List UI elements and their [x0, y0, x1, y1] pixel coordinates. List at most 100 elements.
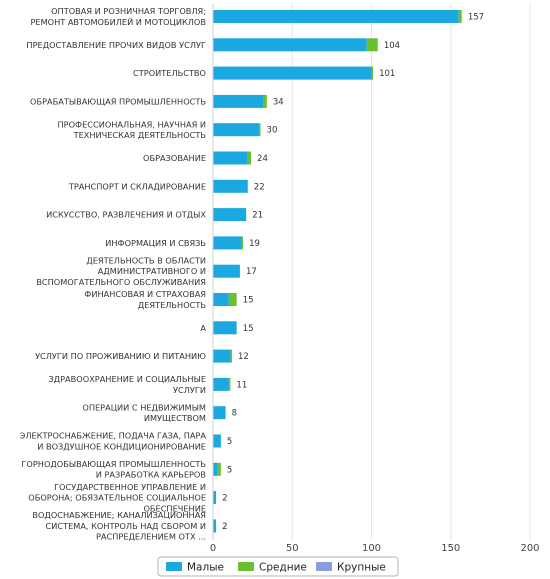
legend-swatch-Малые[interactable] — [166, 562, 182, 571]
category-label: ТЕХНИЧЕСКАЯ ДЕЯТЕЛЬНОСТЬ — [73, 130, 207, 140]
category-label: ИСКУССТВО, РАЗВЛЕЧЕНИЯ И ОТДЫХ — [46, 210, 206, 220]
category-label: СИСТЕМА, КОНТРОЛЬ НАД СБОРОМ И — [46, 521, 206, 531]
bar-Малые — [213, 10, 459, 23]
bar-Малые — [213, 434, 221, 448]
category-label: РАСПРЕДЕЛЕНИЕМ ОТХ ... — [96, 532, 206, 542]
x-tick-label: 150 — [441, 543, 460, 554]
legend-swatch-Крупные[interactable] — [316, 562, 332, 571]
category-label: ЗДРАВООХРАНЕНИЕ И СОЦИАЛЬНЫЕ — [48, 374, 206, 384]
bar-Малые — [213, 236, 242, 250]
bar-Средние — [217, 462, 221, 476]
category-label: АДМИНИСТРАТИВНОГО И — [98, 266, 206, 276]
total-value-label: 5 — [227, 465, 232, 475]
bar-Малые — [213, 519, 217, 533]
bar-Средние — [366, 38, 378, 52]
total-value-label: 22 — [254, 182, 265, 192]
x-tick-label: 100 — [362, 543, 381, 554]
category-labels: ОПТОВАЯ И РОЗНИЧНАЯ ТОРГОВЛЯ;РЕМОНТ АВТО… — [20, 6, 207, 542]
bar-Средние — [458, 10, 462, 23]
category-label: ИНФОРМАЦИЯ И СВЯЗЬ — [105, 238, 206, 248]
category-label: И ВОЗДУШНОЕ КОНДИЦИОНИРОВАНИЕ — [37, 441, 206, 451]
legend-label-Крупные[interactable]: Крупные — [337, 562, 386, 574]
bar-Малые — [213, 377, 229, 391]
total-value-label: 30 — [267, 126, 278, 136]
category-label: ГОСУДАРСТВЕННОЕ УПРАВЛЕНИЕ И — [54, 482, 206, 492]
category-label: РЕМОНТ АВТОМОБИЛЕЙ И МОТОЦИКЛОВ — [30, 16, 206, 27]
legend[interactable]: Малые Средние Крупные — [157, 556, 399, 577]
bar-Малые — [213, 208, 247, 222]
bar-Малые — [213, 293, 229, 306]
category-label: И РАЗРАБОТКА КАРЬЕРОВ — [96, 470, 207, 480]
bar-Средние — [228, 293, 237, 306]
legend-box — [157, 556, 399, 577]
x-tick-label: 50 — [286, 543, 299, 554]
total-value-label: 11 — [236, 380, 247, 390]
grid-lines — [212, 4, 531, 540]
category-label: ИМУЩЕСТВОМ — [144, 413, 206, 423]
total-value-label: 15 — [243, 296, 254, 306]
bar-Малые — [213, 66, 372, 80]
bars — [213, 10, 463, 533]
category-label: ОБРАБАТЫВАЮЩАЯ ПРОМЫШЛЕННОСТЬ — [30, 96, 206, 106]
legend-label-Средние[interactable]: Средние — [259, 562, 307, 574]
bar-Средние — [247, 151, 252, 165]
category-label: ГОРНОДОБЫВАЮЩАЯ ПРОМЫШЛЕННОСТЬ — [21, 459, 206, 469]
category-label: ОПЕРАЦИИ С НЕДВИЖИМЫМ — [82, 402, 206, 412]
legend-label-Малые[interactable]: Малые — [187, 562, 224, 574]
category-label: УСЛУГИ — [173, 385, 206, 395]
total-value-label: 15 — [243, 324, 254, 334]
bar-Малые — [213, 94, 264, 108]
bar-Малые — [213, 491, 217, 505]
category-label: СТРОИТЕЛЬСТВО — [133, 68, 206, 78]
category-label: ОБЕСПЕЧЕНИЕ — [143, 503, 206, 513]
total-value-label: 17 — [246, 267, 257, 277]
total-value-label: 34 — [273, 97, 284, 107]
category-label: УСЛУГИ ПО ПРОЖИВАНИЮ И ПИТАНИЮ — [35, 351, 206, 361]
bar-Малые — [213, 321, 237, 335]
x-axis: 0 50 100 150 200 — [210, 4, 540, 554]
total-value-label: 101 — [379, 69, 395, 79]
category-label: ФИНАНСОВАЯ И СТРАХОВАЯ — [84, 289, 206, 299]
category-label: ПРОФЕССИОНАЛЬНАЯ, НАУЧНАЯ И — [58, 119, 206, 129]
bar-Средние — [228, 377, 231, 391]
category-label: ОПТОВАЯ И РОЗНИЧНАЯ ТОРГОВЛЯ; — [51, 6, 206, 16]
category-label: ВОДОСНАБЖЕНИЕ; КАНАЛИЗАЦИОННАЯ — [32, 510, 206, 520]
bar-Средние — [371, 66, 374, 80]
bar-Малые — [213, 264, 240, 278]
total-value-label: 5 — [227, 437, 232, 447]
category-label: ДЕЯТЕЛЬНОСТЬ В ОБЛАСТИ — [86, 255, 206, 265]
total-value-label: 157 — [468, 13, 484, 23]
bar-Малые — [213, 38, 367, 52]
total-value-label: 8 — [232, 409, 237, 419]
category-label: ДЕЯТЕЛЬНОСТЬ — [138, 300, 207, 310]
total-value-label: 21 — [252, 211, 263, 221]
category-label: ЭЛЕКТРОСНАБЖЕНИЕ, ПОДАЧА ГАЗА, ПАРА — [20, 431, 207, 441]
bar-Малые — [213, 123, 259, 137]
category-label: ВСПОМОГАТЕЛЬНОГО ОБСЛУЖИВАНИЯ — [36, 277, 206, 287]
bar-Малые — [213, 179, 248, 193]
bar-Средние — [241, 236, 244, 250]
category-label: A — [200, 323, 206, 333]
total-value-label: 24 — [257, 154, 268, 164]
total-value-label: 104 — [384, 41, 400, 51]
bar-Средние — [263, 94, 267, 108]
bar-Малые — [213, 462, 218, 476]
legend-swatch-Средние[interactable] — [238, 562, 254, 571]
bar-Малые — [213, 151, 248, 165]
bar-Малые — [213, 406, 226, 420]
x-tick-label: 200 — [520, 543, 539, 554]
x-tick-label: 0 — [210, 543, 216, 554]
bar-Средние — [258, 123, 261, 137]
bar-Малые — [213, 349, 231, 363]
category-label: ТРАНСПОРТ И СКЛАДИРОВАНИЕ — [68, 181, 206, 191]
category-label: ПРЕДОСТАВЛЕНИЕ ПРОЧИХ ВИДОВ УСЛУГ — [26, 40, 206, 50]
total-value-label: 12 — [238, 352, 249, 362]
total-value-label: 19 — [249, 239, 260, 249]
category-label: ОБРАЗОВАНИЕ — [143, 153, 206, 163]
total-value-label: 2 — [222, 522, 227, 532]
total-value-label: 2 — [222, 494, 227, 504]
bar-Средние — [230, 349, 233, 363]
category-label: ОБОРОНА; ОБЯЗАТЕЛЬНОЕ СОЦИАЛЬНОЕ — [28, 493, 206, 503]
